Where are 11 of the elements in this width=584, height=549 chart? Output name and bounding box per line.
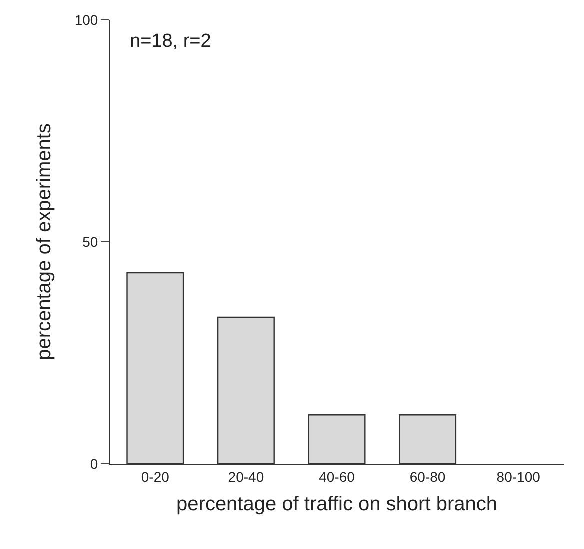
x-tick-label: 40-60 [319, 468, 356, 485]
x-tick-label: 60-80 [410, 468, 446, 485]
x-tick-label: 20-40 [228, 468, 264, 485]
y-tick-label: 50 [82, 234, 98, 250]
y-tick-label: 100 [74, 12, 98, 28]
x-axis-title: percentage of traffic on short branch [176, 493, 498, 516]
y-axis-title: percentage of experiments [33, 124, 56, 360]
x-tick-label: 0-20 [141, 468, 170, 485]
annotation: n=18, r=2 [130, 31, 212, 52]
y-tick-label: 0 [90, 456, 98, 472]
x-tick-label: 80-100 [496, 468, 541, 485]
